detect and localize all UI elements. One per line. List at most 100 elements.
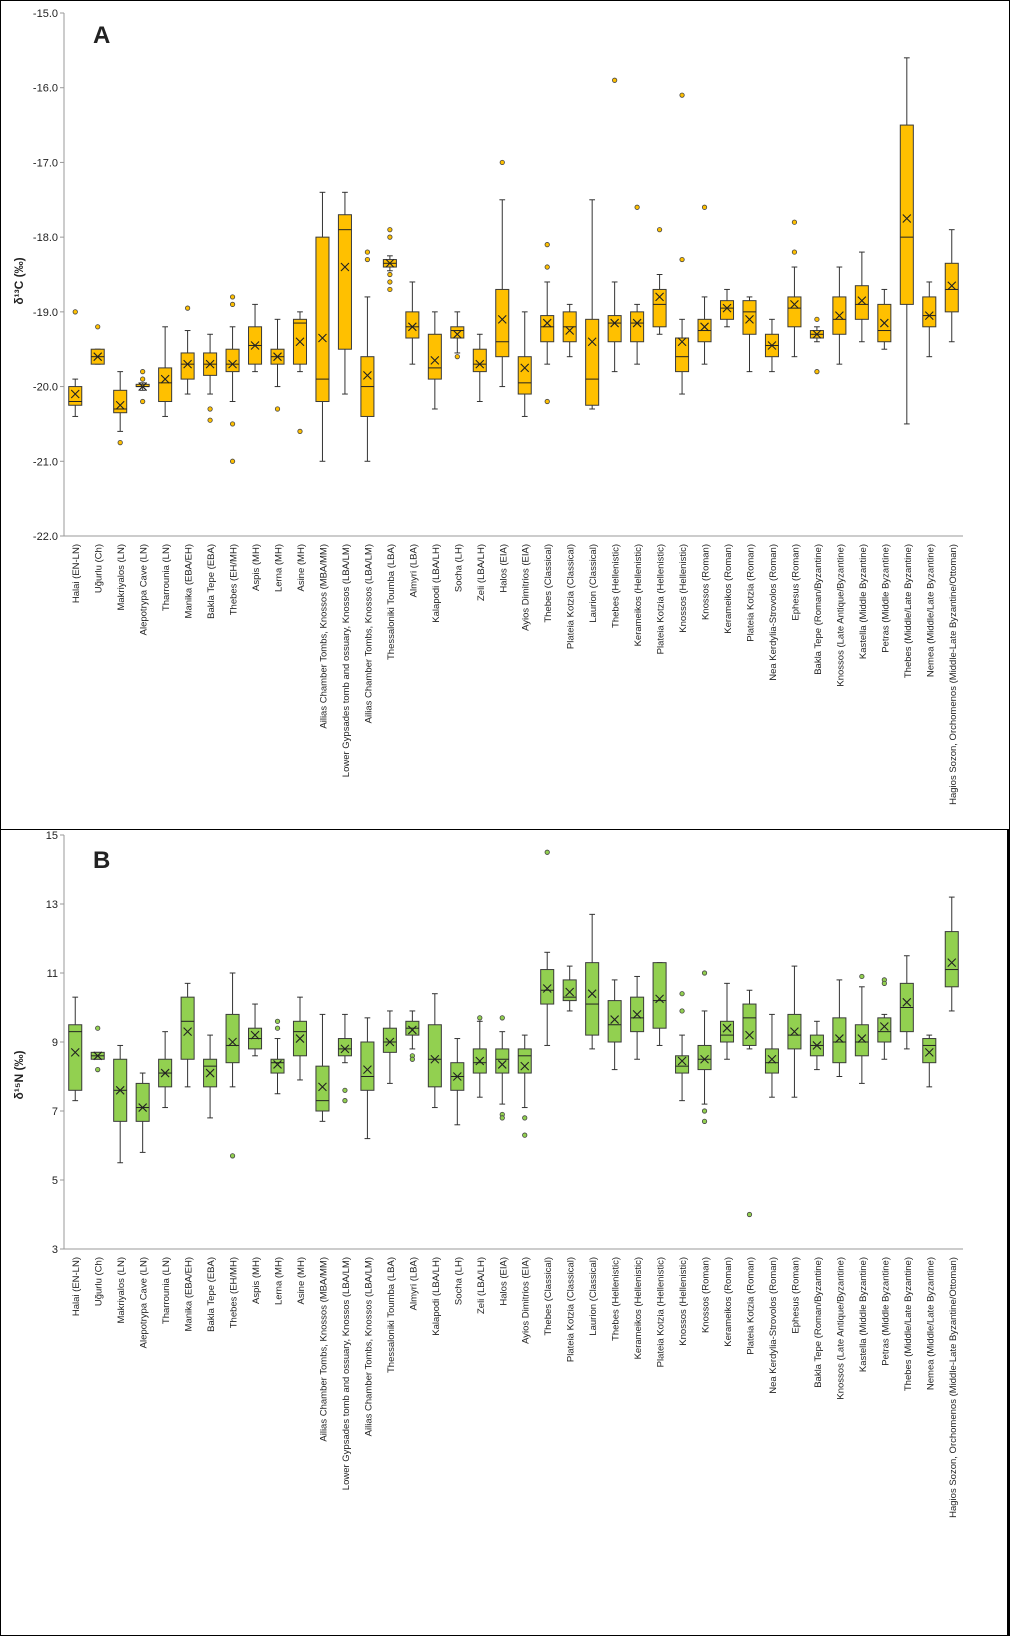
- y-tick-label: 3: [52, 1244, 58, 1256]
- box-plot-mark: [832, 979, 847, 1077]
- panel-b-delta15n-chart: B δ¹⁵N (‰) 15 13 11 9 7 5 3 Halai (EN-LN) Uğurlu…: [0, 830, 1010, 1636]
- y-tick-label: -17.0: [33, 157, 58, 169]
- mean-marker: [250, 1030, 260, 1040]
- x-category-label: Plateia Kotzia (Roman): [745, 1257, 756, 1355]
- outlier-point: [207, 417, 213, 423]
- box-plot-mark: [113, 1044, 128, 1164]
- mean-marker: [565, 987, 575, 997]
- x-category-label: Aspis (MH): [251, 544, 262, 591]
- outlier-point: [454, 354, 460, 360]
- box-plot-mark: [832, 266, 847, 365]
- box-plot-mark: [922, 1034, 937, 1088]
- outlier-point: [612, 77, 618, 83]
- outlier-point: [229, 294, 236, 300]
- box-plot-mark: [360, 249, 375, 462]
- outlier-point: [522, 1132, 528, 1138]
- outlier-point: [95, 324, 101, 330]
- chart-plot-1: 15 13 11 9 7 5 3 Halai (EN-LN) Uğurlu (Ch) Makriy…: [46, 830, 963, 1518]
- mean-marker: [363, 1065, 372, 1074]
- outlier-point: [859, 973, 865, 980]
- x-category-label: Hagios Sozon, Orchomenos (Middle-Late By…: [948, 544, 959, 805]
- box-plot-mark: [135, 369, 150, 405]
- outlier-point: [679, 256, 685, 263]
- box-plot-mark: [877, 977, 892, 1060]
- outlier-point: [544, 242, 550, 248]
- y-tick-label: -16.0: [33, 83, 58, 95]
- box-iqr: [450, 326, 465, 339]
- box-iqr: [517, 1048, 532, 1074]
- box-iqr: [742, 300, 757, 335]
- box-plot-mark: [742, 989, 757, 1218]
- box-plot-mark: [899, 955, 914, 1050]
- y-tick-label: -22.0: [33, 531, 58, 543]
- x-category-label: Thebes (EH/MH): [229, 544, 240, 615]
- mean-marker: [542, 984, 552, 993]
- x-category-label: Manika (EBA/EH): [184, 1257, 195, 1331]
- box-plot-mark: [517, 311, 532, 417]
- outlier-point: [701, 970, 708, 976]
- x-category-label: Thebes (Classical): [543, 544, 554, 623]
- box-iqr: [68, 386, 83, 406]
- mean-marker: [767, 341, 777, 350]
- box-plot-mark: [922, 281, 937, 358]
- box-iqr: [607, 315, 622, 343]
- x-category-label: Nemea (Middle/Late Byzantine): [925, 544, 936, 677]
- outlier-point: [701, 204, 708, 210]
- box-plot-mark: [315, 1013, 330, 1122]
- box-plot-mark: [248, 303, 263, 373]
- y-tick-label: -15.0: [33, 8, 58, 20]
- outlier-point: [499, 159, 505, 166]
- outlier-point: [522, 1115, 528, 1121]
- box-plot-mark: [90, 324, 105, 365]
- outlier-point: [185, 305, 191, 311]
- panel-b-letter: B: [93, 847, 110, 874]
- mean-marker: [407, 1025, 417, 1035]
- box-iqr: [405, 311, 420, 339]
- box-plot-mark: [450, 1038, 465, 1126]
- outlier-point: [477, 1015, 483, 1021]
- x-category-label: Laurion (Classical): [588, 1257, 599, 1336]
- outlier-point: [791, 219, 798, 225]
- mean-marker: [205, 1068, 215, 1078]
- mean-marker: [745, 314, 754, 324]
- box-iqr: [675, 1055, 690, 1074]
- x-category-label: Tharrounia (LN): [161, 1257, 172, 1324]
- box-iqr: [585, 318, 600, 406]
- x-category-label: Plateia Kotzia (Roman): [745, 544, 756, 642]
- outlier-point: [656, 227, 663, 233]
- outlier-point: [274, 1018, 281, 1024]
- x-category-label: Plateia Kotzia (Classical): [566, 544, 577, 649]
- y-tick-label: 11: [47, 968, 58, 980]
- outlier-point: [746, 1211, 753, 1218]
- x-category-label: Zeli (LBA/LH): [476, 1257, 487, 1314]
- mean-marker: [475, 1056, 485, 1066]
- box-plot-mark: [899, 57, 914, 425]
- x-category-label: Makriyalos (LN): [116, 544, 127, 611]
- box-iqr: [854, 1024, 869, 1057]
- x-category-label: Asine (MH): [296, 544, 307, 592]
- box-plot-mark: [382, 227, 397, 293]
- mean-marker: [565, 326, 575, 335]
- x-category-label: Socha (LH): [453, 544, 464, 592]
- box-plot-mark: [585, 913, 600, 1050]
- box-iqr: [719, 1020, 735, 1043]
- box-iqr: [337, 1038, 352, 1057]
- mean-marker: [363, 370, 372, 380]
- x-category-label: Ayios Dimitrios (EIA): [521, 544, 532, 631]
- x-category-label: Petras (Middle Byzantine): [880, 544, 891, 653]
- mean-marker: [318, 1082, 327, 1092]
- mean-marker: [340, 262, 350, 272]
- mean-marker: [115, 1085, 125, 1095]
- mean-marker: [160, 1068, 170, 1078]
- box-iqr: [225, 348, 240, 373]
- outlier-point: [364, 256, 371, 263]
- x-category-label: Asine (MH): [296, 1257, 307, 1305]
- box-plot-mark: [382, 1010, 397, 1084]
- box-plot-mark: [158, 326, 173, 417]
- x-category-label: Bakla Tepe (EBA): [206, 544, 217, 619]
- x-category-label: Alepotrypa Cave (LN): [139, 1257, 150, 1348]
- outlier-point: [409, 1056, 415, 1062]
- box-iqr: [764, 1048, 779, 1074]
- box-iqr: [337, 214, 352, 350]
- box-iqr: [877, 1017, 892, 1043]
